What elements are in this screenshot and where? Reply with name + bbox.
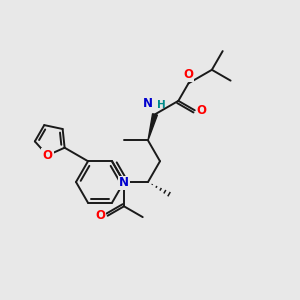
- Text: N: N: [143, 98, 153, 110]
- Text: O: O: [42, 149, 52, 162]
- Text: N: N: [119, 176, 129, 190]
- Text: O: O: [184, 68, 194, 81]
- Text: O: O: [197, 104, 207, 117]
- Text: H: H: [157, 100, 166, 110]
- Text: O: O: [96, 209, 106, 222]
- Polygon shape: [148, 114, 158, 140]
